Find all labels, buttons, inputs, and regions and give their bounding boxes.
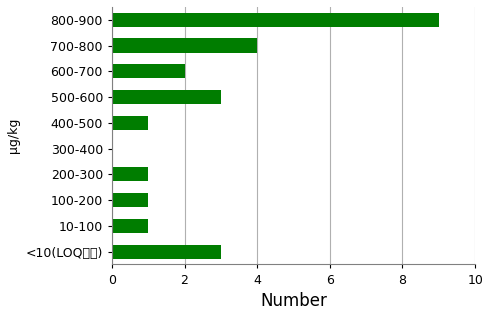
X-axis label: Number: Number (260, 292, 327, 310)
Bar (112, 244, 221, 259)
Y-axis label: μg/kg: μg/kg (7, 118, 20, 153)
Bar (112, 38, 257, 53)
Bar (112, 167, 148, 181)
Bar (112, 13, 439, 27)
Bar (112, 193, 148, 207)
Bar (112, 219, 148, 233)
Bar (112, 90, 221, 104)
Bar (112, 64, 185, 78)
Bar (112, 116, 148, 130)
